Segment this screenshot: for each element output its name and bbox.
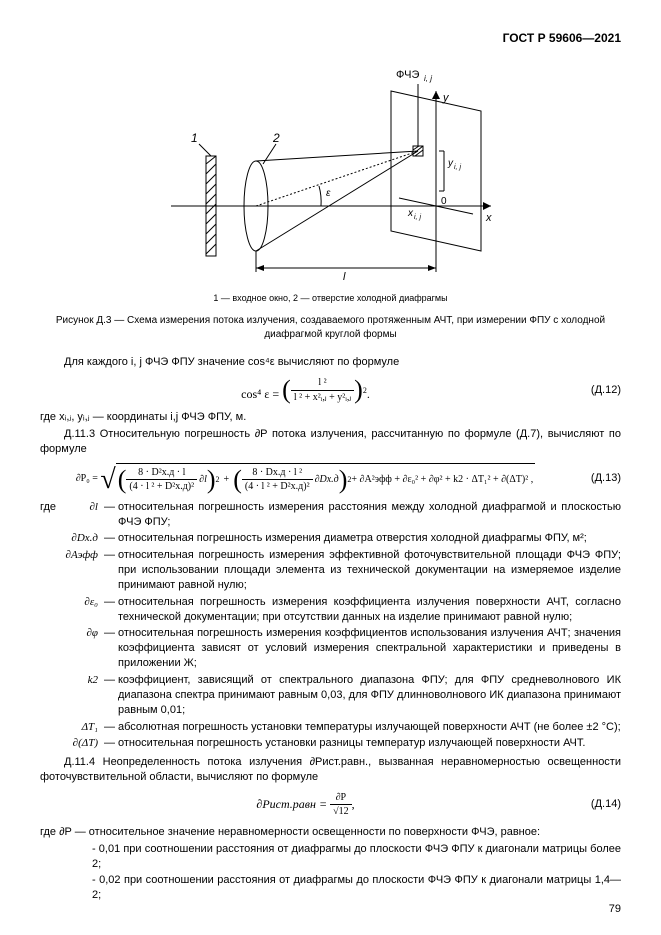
fig-label-2: 2 <box>272 131 280 145</box>
para-d114: Д.11.4 Неопределенность потока излучения… <box>40 755 621 785</box>
def-term-5: k2 <box>64 673 104 688</box>
formula-d12: cos⁴ ε = l ² l ² + x²ᵢ,ⱼ + y²ᵢ,ⱼ 2. (Д.1… <box>40 376 621 404</box>
fig-label-1: 1 <box>191 131 198 145</box>
page: ГОСТ Р 59606—2021 x 1 2 <box>0 0 661 935</box>
para-where14: где ∂P — относительное значение неравном… <box>40 825 621 840</box>
para-coords: где xᵢ,ⱼ, yᵢ,ⱼ — координаты i,j ФЧЭ ФПУ,… <box>40 410 621 425</box>
yij-label: y <box>447 158 454 169</box>
xij-label: x <box>407 208 414 219</box>
figure-caption: Рисунок Д.3 — Схема измерения потока изл… <box>40 314 621 341</box>
def-term-3: ∂ε₀ <box>64 595 104 610</box>
def-text-1: относительная погрешность измерения диам… <box>118 531 621 546</box>
definitions: где ∂l — относительная погрешность измер… <box>40 500 621 752</box>
svg-text:i, j: i, j <box>414 214 421 221</box>
def-text-0: относительная погрешность измерения расс… <box>118 500 621 530</box>
axis-y-label: y <box>442 92 450 104</box>
figure-d3: x 1 2 y 0 <box>40 56 621 286</box>
figure-sub-caption: 1 — входное окно, 2 — отверстие холодной… <box>40 292 621 304</box>
bullet-2: - 0,02 при соотношении расстояния от диа… <box>40 873 621 903</box>
def-text-6: абсолютная погрешность установки темпера… <box>118 720 621 735</box>
formula-d13: ∂P₀ = √ 8 · D²х.д · l (4 · l ² + D²х.д)²… <box>40 463 621 494</box>
page-number: 79 <box>609 902 621 917</box>
doc-id: ГОСТ Р 59606—2021 <box>40 30 621 46</box>
def-term-1: ∂Dх.д <box>64 531 104 546</box>
svg-text:i, j: i, j <box>454 164 461 171</box>
where-label: где <box>40 500 64 515</box>
eps-label: ε <box>326 188 331 199</box>
def-term-4: ∂φ <box>64 626 104 641</box>
figure-svg: x 1 2 y 0 <box>151 56 511 286</box>
formula-num-d12: (Д.12) <box>571 383 621 398</box>
def-text-5: коэффициент, зависящий от спектрального … <box>118 673 621 718</box>
para-d113: Д.11.3 Относительную погрешность ∂P пото… <box>40 427 621 457</box>
def-term-6: ΔT₁ <box>64 720 104 735</box>
l-label: l <box>343 271 346 283</box>
def-text-4: относительная погрешность измерения коэф… <box>118 626 621 671</box>
fche-sub: i, j <box>424 74 432 83</box>
bullet-1: - 0,01 при соотношении расстояния от диа… <box>40 842 621 872</box>
formula-d14: ∂Pист.равн = ∂P √12 , (Д.14) <box>40 791 621 819</box>
fche-label: ФЧЭ <box>396 69 419 81</box>
para-intro: Для каждого i, j ФЧЭ ФПУ значение cos⁴ε … <box>40 355 621 370</box>
formula-num-d13: (Д.13) <box>571 471 621 486</box>
def-text-3: относительная погрешность измерения коэф… <box>118 595 621 625</box>
def-term-7: ∂(ΔT) <box>64 736 104 751</box>
def-term-2: ∂Aэфф <box>64 548 104 563</box>
formula-num-d14: (Д.14) <box>571 797 621 812</box>
origin-label: 0 <box>441 196 447 207</box>
axis-x-label: x <box>485 212 492 224</box>
def-term-0: ∂l <box>64 500 104 515</box>
def-text-2: относительная погрешность измерения эффе… <box>118 548 621 593</box>
def-text-7: относительная погрешность установки разн… <box>118 736 621 751</box>
